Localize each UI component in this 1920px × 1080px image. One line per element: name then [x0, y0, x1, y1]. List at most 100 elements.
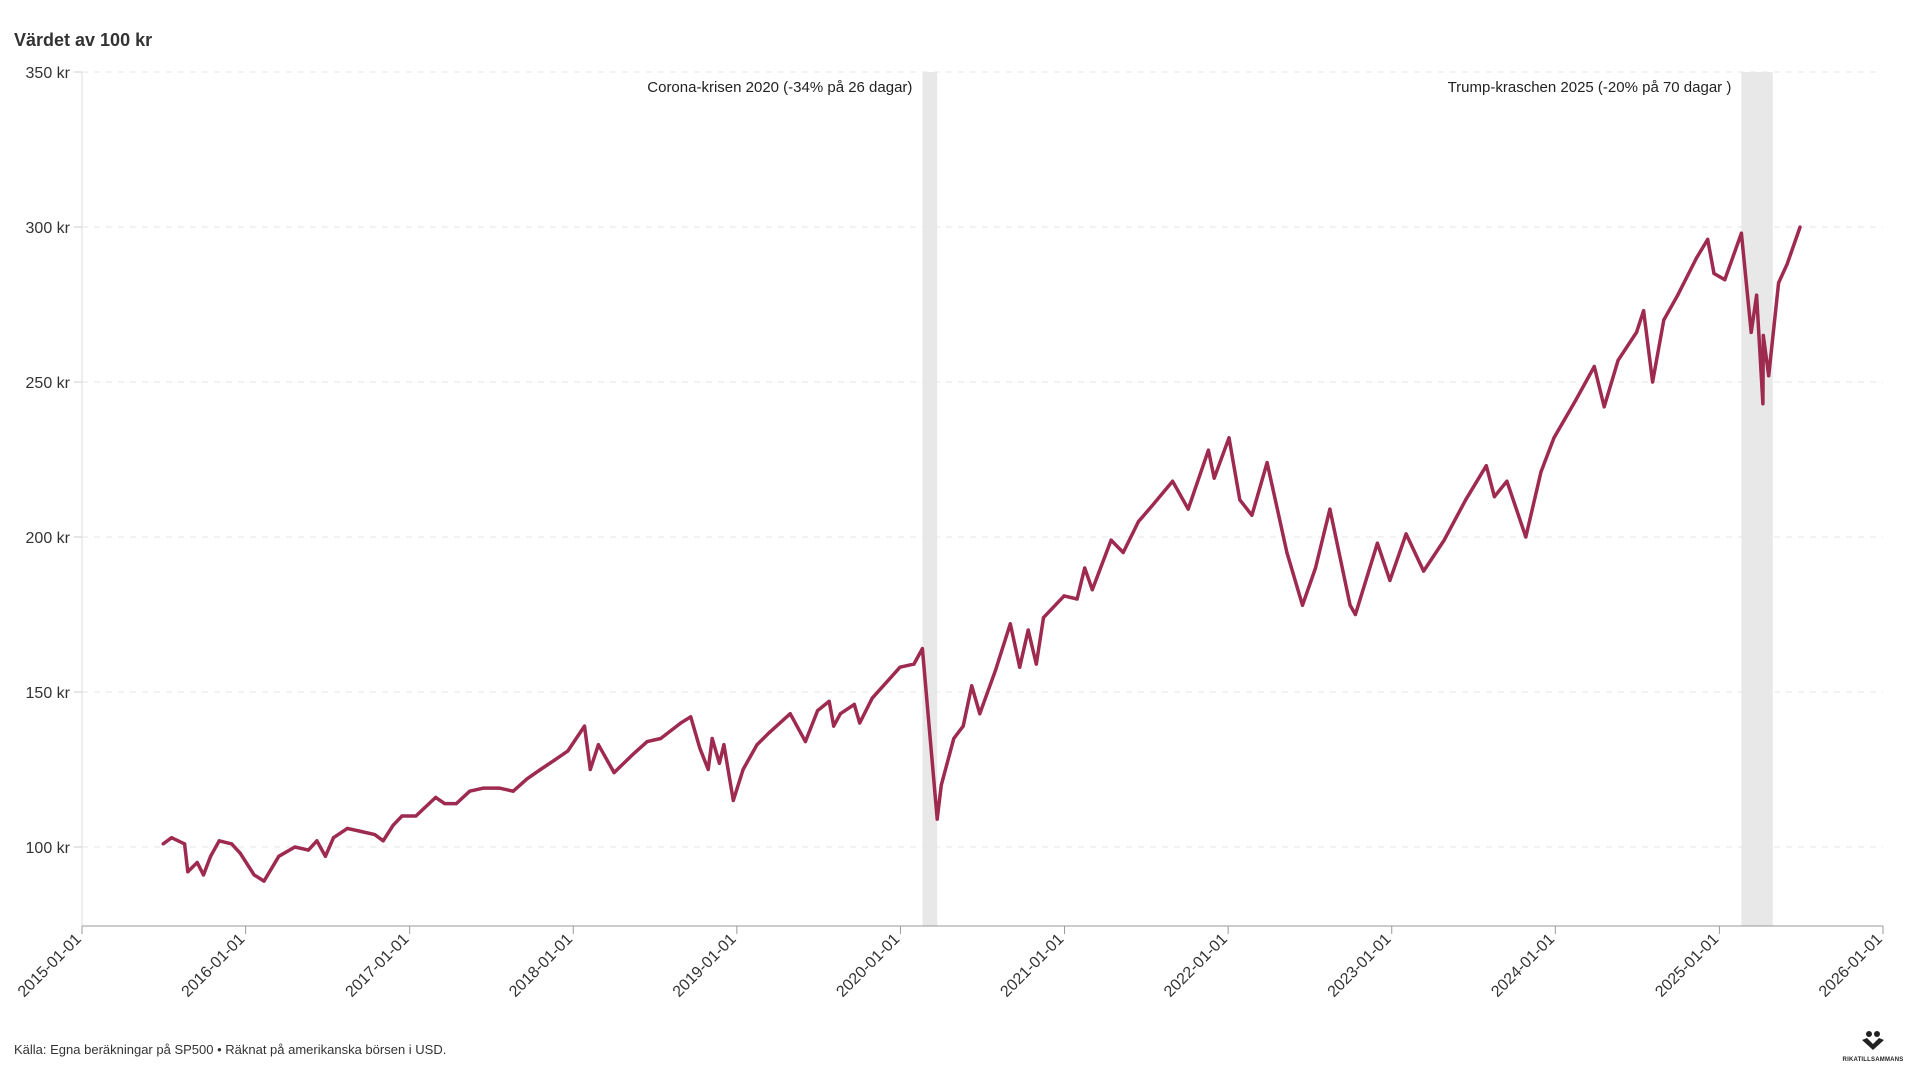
x-tick-label: 2017-01-01	[343, 931, 413, 1001]
data-point	[195, 860, 199, 865]
data-point	[1170, 479, 1175, 483]
data-point	[277, 854, 281, 858]
data-point	[952, 736, 956, 741]
data-point	[1676, 293, 1680, 297]
data-point	[612, 771, 616, 775]
data-point	[443, 802, 447, 806]
data-point	[454, 802, 458, 806]
x-tick-label: 2015-01-01	[15, 931, 85, 1001]
data-point	[552, 758, 557, 762]
data-point	[1034, 662, 1038, 666]
data-point	[706, 767, 710, 772]
data-point	[659, 736, 663, 741]
data-point	[1749, 330, 1753, 334]
x-tick-label: 2026-01-01	[1816, 931, 1886, 1001]
data-point	[993, 668, 998, 672]
data-point	[582, 724, 587, 728]
data-point	[217, 839, 221, 843]
data-point	[939, 783, 943, 787]
chart-title: Värdet av 100 kr	[14, 30, 153, 50]
data-point	[970, 684, 974, 688]
data-point	[230, 842, 234, 846]
x-tick-label: 2022-01-01	[1161, 931, 1231, 1001]
y-tick-label: 150 kr	[26, 685, 71, 702]
data-point	[1642, 309, 1646, 313]
data-point	[838, 712, 843, 716]
data-point	[1505, 479, 1509, 483]
data-point	[1442, 538, 1446, 542]
data-point	[538, 767, 543, 772]
data-point	[1464, 498, 1468, 502]
data-point	[468, 789, 472, 793]
data-point	[262, 879, 266, 883]
data-point	[815, 709, 820, 713]
data-point	[1492, 495, 1496, 499]
data-point	[689, 715, 693, 719]
data-point	[767, 730, 772, 734]
data-point	[884, 681, 888, 685]
data-point	[1761, 402, 1765, 406]
data-point	[741, 767, 745, 772]
data-point	[391, 823, 395, 827]
data-point	[1018, 665, 1022, 669]
data-point	[710, 736, 714, 741]
brand-logo: RIKATILLSAMMANS	[1838, 1030, 1908, 1063]
highlight-band	[1741, 72, 1773, 926]
data-point	[1634, 330, 1639, 334]
series-line	[162, 226, 1802, 883]
data-point	[755, 743, 759, 747]
data-point	[414, 814, 418, 818]
x-tick-label: 2024-01-01	[1488, 931, 1558, 1001]
data-point	[1739, 231, 1743, 235]
y-tick-label: 250 kr	[26, 375, 71, 392]
data-point	[631, 752, 635, 756]
y-tick-label: 300 kr	[26, 220, 71, 237]
data-point	[373, 833, 377, 837]
data-point	[161, 842, 165, 846]
data-point	[645, 740, 649, 744]
annotation-label: Corona-krisen 2020 (-34% på 26 dagar)	[647, 79, 912, 96]
data-point	[1388, 578, 1392, 583]
data-point	[722, 743, 726, 747]
data-point	[1186, 507, 1190, 511]
data-point	[961, 724, 965, 728]
source-note: Källa: Egna beräkningar på SP500 • Räkna…	[14, 1042, 447, 1057]
data-point	[1041, 616, 1046, 620]
data-point	[912, 662, 916, 666]
data-point	[1265, 461, 1269, 465]
data-point	[1300, 603, 1305, 607]
data-point	[252, 873, 256, 877]
data-point	[679, 721, 683, 725]
data-point	[511, 789, 515, 793]
data-point	[858, 721, 862, 725]
data-point	[1404, 532, 1408, 536]
data-point	[1723, 278, 1727, 282]
data-point	[1238, 498, 1242, 502]
data-point	[201, 873, 206, 877]
data-point	[525, 777, 529, 781]
data-point	[1109, 538, 1113, 542]
data-point	[434, 795, 438, 800]
data-point	[1285, 550, 1289, 555]
data-point	[1651, 380, 1655, 384]
logo-text: RIKATILLSAMMANS	[1842, 1057, 1904, 1063]
data-point	[596, 743, 600, 747]
data-point	[1694, 256, 1699, 260]
data-point	[1075, 597, 1079, 601]
data-point	[920, 647, 925, 651]
data-points	[161, 225, 1802, 883]
data-point	[1662, 318, 1666, 322]
data-point	[852, 702, 856, 707]
data-point	[1484, 464, 1488, 468]
data-point	[381, 839, 385, 843]
y-tick-label: 200 kr	[26, 530, 71, 547]
data-point	[1712, 271, 1716, 276]
data-point	[1785, 262, 1789, 266]
data-point	[1602, 405, 1606, 409]
data-point	[497, 786, 501, 790]
data-point	[238, 851, 242, 855]
data-point	[1539, 470, 1543, 474]
data-point	[1212, 476, 1216, 480]
data-point	[1798, 225, 1802, 229]
data-point	[293, 845, 297, 849]
